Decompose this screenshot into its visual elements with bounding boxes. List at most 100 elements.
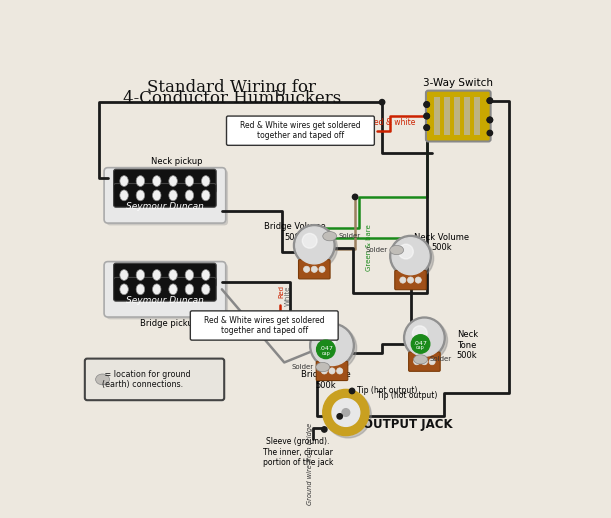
Text: Red: Red [278, 285, 284, 298]
Circle shape [312, 325, 357, 370]
Circle shape [312, 325, 352, 366]
Bar [464, 97, 470, 135]
Ellipse shape [120, 176, 128, 186]
FancyBboxPatch shape [114, 263, 216, 287]
Bar [434, 97, 440, 135]
Circle shape [304, 266, 310, 272]
Circle shape [487, 98, 492, 104]
Text: .047: .047 [319, 346, 333, 351]
Circle shape [424, 113, 430, 119]
Circle shape [412, 326, 427, 341]
Ellipse shape [136, 190, 145, 201]
Text: Green: Green [305, 238, 311, 260]
Text: Bridge Tone
500k: Bridge Tone 500k [301, 370, 351, 390]
Circle shape [408, 277, 414, 283]
Circle shape [398, 244, 413, 259]
Circle shape [392, 238, 429, 275]
Text: Neck pickup: Neck pickup [151, 157, 202, 166]
Ellipse shape [202, 176, 210, 186]
FancyBboxPatch shape [299, 260, 330, 279]
Circle shape [487, 117, 492, 123]
Text: .047: .047 [414, 341, 428, 346]
Text: Solder: Solder [339, 233, 361, 239]
FancyBboxPatch shape [395, 270, 426, 290]
Text: Ground wire from bridge: Ground wire from bridge [307, 423, 313, 505]
Circle shape [342, 409, 349, 416]
Ellipse shape [95, 374, 109, 385]
Ellipse shape [169, 176, 177, 186]
Ellipse shape [153, 176, 161, 186]
Circle shape [293, 225, 335, 266]
Circle shape [487, 98, 492, 104]
FancyBboxPatch shape [104, 168, 225, 223]
Ellipse shape [390, 246, 404, 255]
Ellipse shape [136, 176, 145, 186]
Circle shape [320, 333, 335, 349]
Circle shape [353, 194, 358, 199]
FancyBboxPatch shape [106, 264, 228, 319]
Text: White: White [284, 285, 290, 306]
Text: Seymour Duncan: Seymour Duncan [126, 202, 204, 211]
Ellipse shape [136, 269, 145, 280]
Circle shape [302, 234, 317, 248]
Text: Red & White wires get soldered
together and taped off: Red & White wires get soldered together … [204, 316, 324, 335]
Ellipse shape [153, 284, 161, 295]
Ellipse shape [316, 363, 330, 372]
Text: Solder: Solder [291, 364, 313, 370]
Text: Solder: Solder [365, 247, 387, 253]
Text: cap: cap [321, 351, 330, 356]
Text: 3-Way Switch: 3-Way Switch [423, 78, 493, 88]
Circle shape [349, 388, 355, 394]
Ellipse shape [323, 232, 337, 241]
Circle shape [325, 392, 371, 438]
Ellipse shape [185, 190, 194, 201]
Ellipse shape [153, 269, 161, 280]
FancyBboxPatch shape [426, 91, 491, 141]
Text: Standard Wiring for: Standard Wiring for [147, 79, 316, 96]
FancyBboxPatch shape [114, 169, 216, 193]
Text: Neck Volume
500k: Neck Volume 500k [414, 233, 469, 252]
Text: Red & White wires get soldered
together and taped off: Red & White wires get soldered together … [240, 121, 360, 140]
Text: OUTPUT JACK: OUTPUT JACK [363, 418, 452, 430]
Text: Neck
Tone
500k: Neck Tone 500k [457, 330, 478, 360]
Text: Black: Black [311, 251, 317, 269]
Text: Seymour Duncan: Seymour Duncan [126, 296, 204, 305]
Circle shape [404, 317, 445, 358]
Ellipse shape [169, 284, 177, 295]
Circle shape [310, 323, 354, 368]
Text: Red & white: Red & white [369, 118, 415, 127]
Circle shape [424, 102, 430, 107]
Ellipse shape [169, 269, 177, 280]
Ellipse shape [202, 284, 210, 295]
Ellipse shape [185, 284, 194, 295]
Circle shape [296, 227, 333, 264]
Ellipse shape [153, 190, 161, 201]
Bar [475, 97, 480, 135]
Ellipse shape [169, 190, 177, 201]
Circle shape [487, 131, 492, 136]
Circle shape [487, 117, 492, 123]
Text: Tip (hot output): Tip (hot output) [357, 386, 418, 395]
FancyBboxPatch shape [114, 278, 216, 301]
Circle shape [321, 427, 327, 432]
Circle shape [337, 414, 342, 419]
FancyBboxPatch shape [85, 358, 224, 400]
Bar [455, 97, 460, 135]
Circle shape [414, 358, 420, 365]
Circle shape [400, 277, 406, 283]
Circle shape [424, 102, 430, 107]
Circle shape [337, 368, 343, 374]
FancyBboxPatch shape [316, 361, 348, 381]
Ellipse shape [202, 190, 210, 201]
Ellipse shape [414, 355, 428, 364]
Ellipse shape [120, 284, 128, 295]
Circle shape [329, 368, 335, 374]
Text: Bridge pickup: Bridge pickup [140, 319, 198, 327]
Circle shape [411, 335, 430, 353]
Circle shape [319, 266, 325, 272]
Circle shape [406, 319, 447, 361]
Ellipse shape [185, 269, 194, 280]
Text: cap: cap [416, 346, 425, 350]
Text: Sleeve (ground).
The inner, circular
portion of the jack: Sleeve (ground). The inner, circular por… [263, 437, 334, 467]
Ellipse shape [185, 176, 194, 186]
